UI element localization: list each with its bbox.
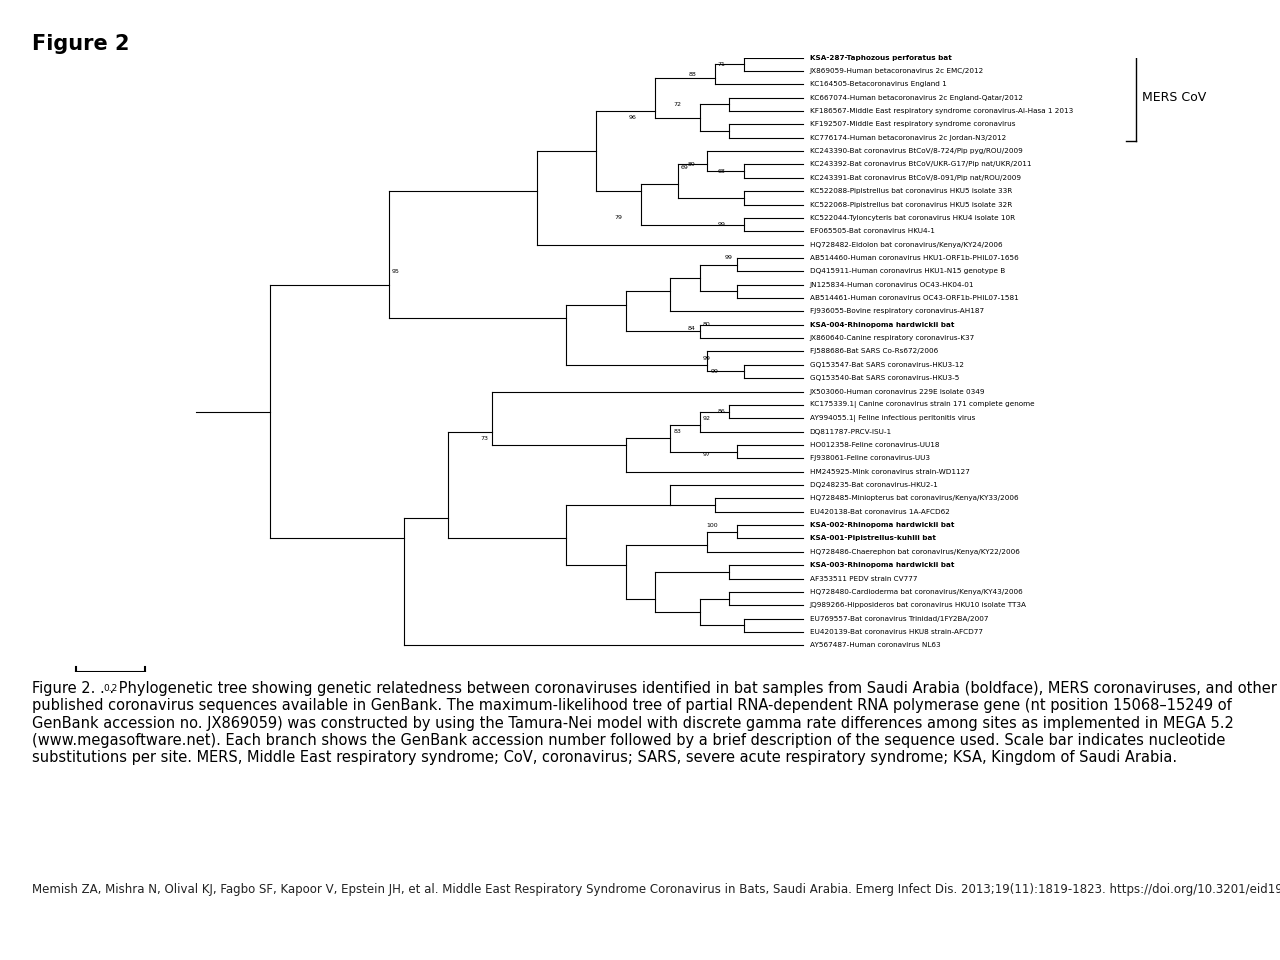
Text: JX860640-Canine respiratory coronavirus-K37: JX860640-Canine respiratory coronavirus-… xyxy=(810,335,975,341)
Text: 72: 72 xyxy=(673,102,681,107)
Text: EU420138-Bat coronavirus 1A-AFCD62: EU420138-Bat coronavirus 1A-AFCD62 xyxy=(810,509,950,515)
Text: 69: 69 xyxy=(681,165,689,170)
Text: FJ588686-Bat SARS Co-Rs672/2006: FJ588686-Bat SARS Co-Rs672/2006 xyxy=(810,348,938,354)
Text: FJ936055-Bovine respiratory coronavirus-AH187: FJ936055-Bovine respiratory coronavirus-… xyxy=(810,308,984,314)
Text: 88: 88 xyxy=(689,72,696,77)
Text: 83: 83 xyxy=(673,429,681,434)
Text: KC164505-Betacoronavirus England 1: KC164505-Betacoronavirus England 1 xyxy=(810,82,946,87)
Text: AB514461-Human coronavirus OC43-ORF1b-PHIL07-1581: AB514461-Human coronavirus OC43-ORF1b-PH… xyxy=(810,295,1019,301)
Text: JN125834-Human coronavirus OC43-HK04-01: JN125834-Human coronavirus OC43-HK04-01 xyxy=(810,281,974,288)
Text: 73: 73 xyxy=(481,436,489,441)
Text: KSA-003-Rhinopoma hardwickii bat: KSA-003-Rhinopoma hardwickii bat xyxy=(810,563,954,568)
Text: HO012358-Feline coronavirus-UU18: HO012358-Feline coronavirus-UU18 xyxy=(810,442,940,448)
Text: HQ728485-Miniopterus bat coronavirus/Kenya/KY33/2006: HQ728485-Miniopterus bat coronavirus/Ken… xyxy=(810,495,1018,501)
Text: 92: 92 xyxy=(703,416,710,420)
Text: KF192507-Middle East respiratory syndrome coronavirus: KF192507-Middle East respiratory syndrom… xyxy=(810,121,1015,128)
Text: KSA-004-Rhinopoma hardwickii bat: KSA-004-Rhinopoma hardwickii bat xyxy=(810,322,954,327)
Text: EU769557-Bat coronavirus Trinidad/1FY2BA/2007: EU769557-Bat coronavirus Trinidad/1FY2BA… xyxy=(810,615,988,621)
Text: 71: 71 xyxy=(718,61,726,67)
Text: 99: 99 xyxy=(710,369,718,374)
Text: HQ728480-Cardioderma bat coronavirus/Kenya/KY43/2006: HQ728480-Cardioderma bat coronavirus/Ken… xyxy=(810,588,1023,595)
Text: 84: 84 xyxy=(689,325,696,330)
Text: 97: 97 xyxy=(703,452,710,457)
Text: KC667074-Human betacoronavirus 2c England-Qatar/2012: KC667074-Human betacoronavirus 2c Englan… xyxy=(810,95,1023,101)
Text: 99: 99 xyxy=(724,255,733,260)
Text: 100: 100 xyxy=(707,522,718,528)
Text: Figure 2: Figure 2 xyxy=(32,34,129,54)
Text: EU420139-Bat coronavirus HKU8 strain-AFCD77: EU420139-Bat coronavirus HKU8 strain-AFC… xyxy=(810,629,983,635)
Text: EF065505-Bat coronavirus HKU4-1: EF065505-Bat coronavirus HKU4-1 xyxy=(810,228,934,234)
Text: KC522088-Pipistrellus bat coronavirus HKU5 isolate 33R: KC522088-Pipistrellus bat coronavirus HK… xyxy=(810,188,1012,194)
Text: Figure 2. . . Phylogenetic tree showing genetic relatedness between coronaviruse: Figure 2. . . Phylogenetic tree showing … xyxy=(32,681,1277,765)
Text: 80: 80 xyxy=(703,323,710,327)
Text: JX503060-Human coronavirus 229E isolate 0349: JX503060-Human coronavirus 229E isolate … xyxy=(810,389,986,395)
Text: AY994055.1| Feline infectious peritonitis virus: AY994055.1| Feline infectious peritoniti… xyxy=(810,415,975,421)
Text: FJ938061-Feline coronavirus-UU3: FJ938061-Feline coronavirus-UU3 xyxy=(810,455,929,462)
Text: Memish ZA, Mishra N, Olival KJ, Fagbo SF, Kapoor V, Epstein JH, et al. Middle Ea: Memish ZA, Mishra N, Olival KJ, Fagbo SF… xyxy=(32,883,1280,897)
Text: AY567487-Human coronavirus NL63: AY567487-Human coronavirus NL63 xyxy=(810,642,941,648)
Text: HQ728486-Chaerephon bat coronavirus/Kenya/KY22/2006: HQ728486-Chaerephon bat coronavirus/Keny… xyxy=(810,549,1019,555)
Text: 99: 99 xyxy=(703,355,710,361)
Text: KF186567-Middle East respiratory syndrome coronavirus-Al-Hasa 1 2013: KF186567-Middle East respiratory syndrom… xyxy=(810,108,1073,114)
Text: KC522044-Tyloncyteris bat coronavirus HKU4 isolate 10R: KC522044-Tyloncyteris bat coronavirus HK… xyxy=(810,215,1015,221)
Text: 0.2: 0.2 xyxy=(104,684,118,693)
Text: 79: 79 xyxy=(614,215,622,221)
Text: DQ415911-Human coronavirus HKU1-N15 genotype B: DQ415911-Human coronavirus HKU1-N15 geno… xyxy=(810,268,1005,275)
Text: 96: 96 xyxy=(628,115,636,120)
Text: 68: 68 xyxy=(718,169,726,174)
Text: DQ248235-Bat coronavirus-HKU2-1: DQ248235-Bat coronavirus-HKU2-1 xyxy=(810,482,937,488)
Text: 99: 99 xyxy=(718,222,726,228)
Text: JQ989266-Hipposideros bat coronavirus HKU10 isolate TT3A: JQ989266-Hipposideros bat coronavirus HK… xyxy=(810,602,1027,609)
Text: KC243391-Bat coronavirus BtCoV/8-091/Pip nat/ROU/2009: KC243391-Bat coronavirus BtCoV/8-091/Pip… xyxy=(810,175,1020,180)
Text: KSA-002-Rhinopoma hardwickii bat: KSA-002-Rhinopoma hardwickii bat xyxy=(810,522,954,528)
Text: HM245925-Mink coronavirus strain-WD1127: HM245925-Mink coronavirus strain-WD1127 xyxy=(810,468,969,474)
Text: KC175339.1| Canine coronavirus strain 171 complete genome: KC175339.1| Canine coronavirus strain 17… xyxy=(810,401,1034,408)
Text: KC776174-Human betacoronavirus 2c Jordan-N3/2012: KC776174-Human betacoronavirus 2c Jordan… xyxy=(810,134,1006,141)
Text: KSA-001-Pipistrellus-kuhlii bat: KSA-001-Pipistrellus-kuhlii bat xyxy=(810,536,936,541)
Text: KSA-287-Taphozous perforatus bat: KSA-287-Taphozous perforatus bat xyxy=(810,55,951,60)
Text: 86: 86 xyxy=(718,409,726,414)
Text: JX869059-Human betacoronavirus 2c EMC/2012: JX869059-Human betacoronavirus 2c EMC/20… xyxy=(810,68,984,74)
Text: KC243390-Bat coronavirus BtCoV/8-724/Pip pyg/ROU/2009: KC243390-Bat coronavirus BtCoV/8-724/Pip… xyxy=(810,148,1023,155)
Text: GQ153547-Bat SARS coronavirus-HKU3-12: GQ153547-Bat SARS coronavirus-HKU3-12 xyxy=(810,362,964,368)
Text: DQ811787-PRCV-ISU-1: DQ811787-PRCV-ISU-1 xyxy=(810,428,892,435)
Text: AB514460-Human coronavirus HKU1-ORF1b-PHIL07-1656: AB514460-Human coronavirus HKU1-ORF1b-PH… xyxy=(810,255,1019,261)
Text: 89: 89 xyxy=(689,162,696,167)
Text: MERS CoV: MERS CoV xyxy=(1142,91,1206,105)
Text: 95: 95 xyxy=(392,269,399,274)
Text: KC243392-Bat coronavirus BtCoV/UKR-G17/Pip nat/UKR/2011: KC243392-Bat coronavirus BtCoV/UKR-G17/P… xyxy=(810,161,1032,167)
Text: AF353511 PEDV strain CV777: AF353511 PEDV strain CV777 xyxy=(810,575,916,582)
Text: GQ153540-Bat SARS coronavirus-HKU3-5: GQ153540-Bat SARS coronavirus-HKU3-5 xyxy=(810,375,959,381)
Text: HQ728482-Eidolon bat coronavirus/Kenya/KY24/2006: HQ728482-Eidolon bat coronavirus/Kenya/K… xyxy=(810,242,1002,248)
Text: KC522068-Pipistrellus bat coronavirus HKU5 isolate 32R: KC522068-Pipistrellus bat coronavirus HK… xyxy=(810,202,1012,207)
